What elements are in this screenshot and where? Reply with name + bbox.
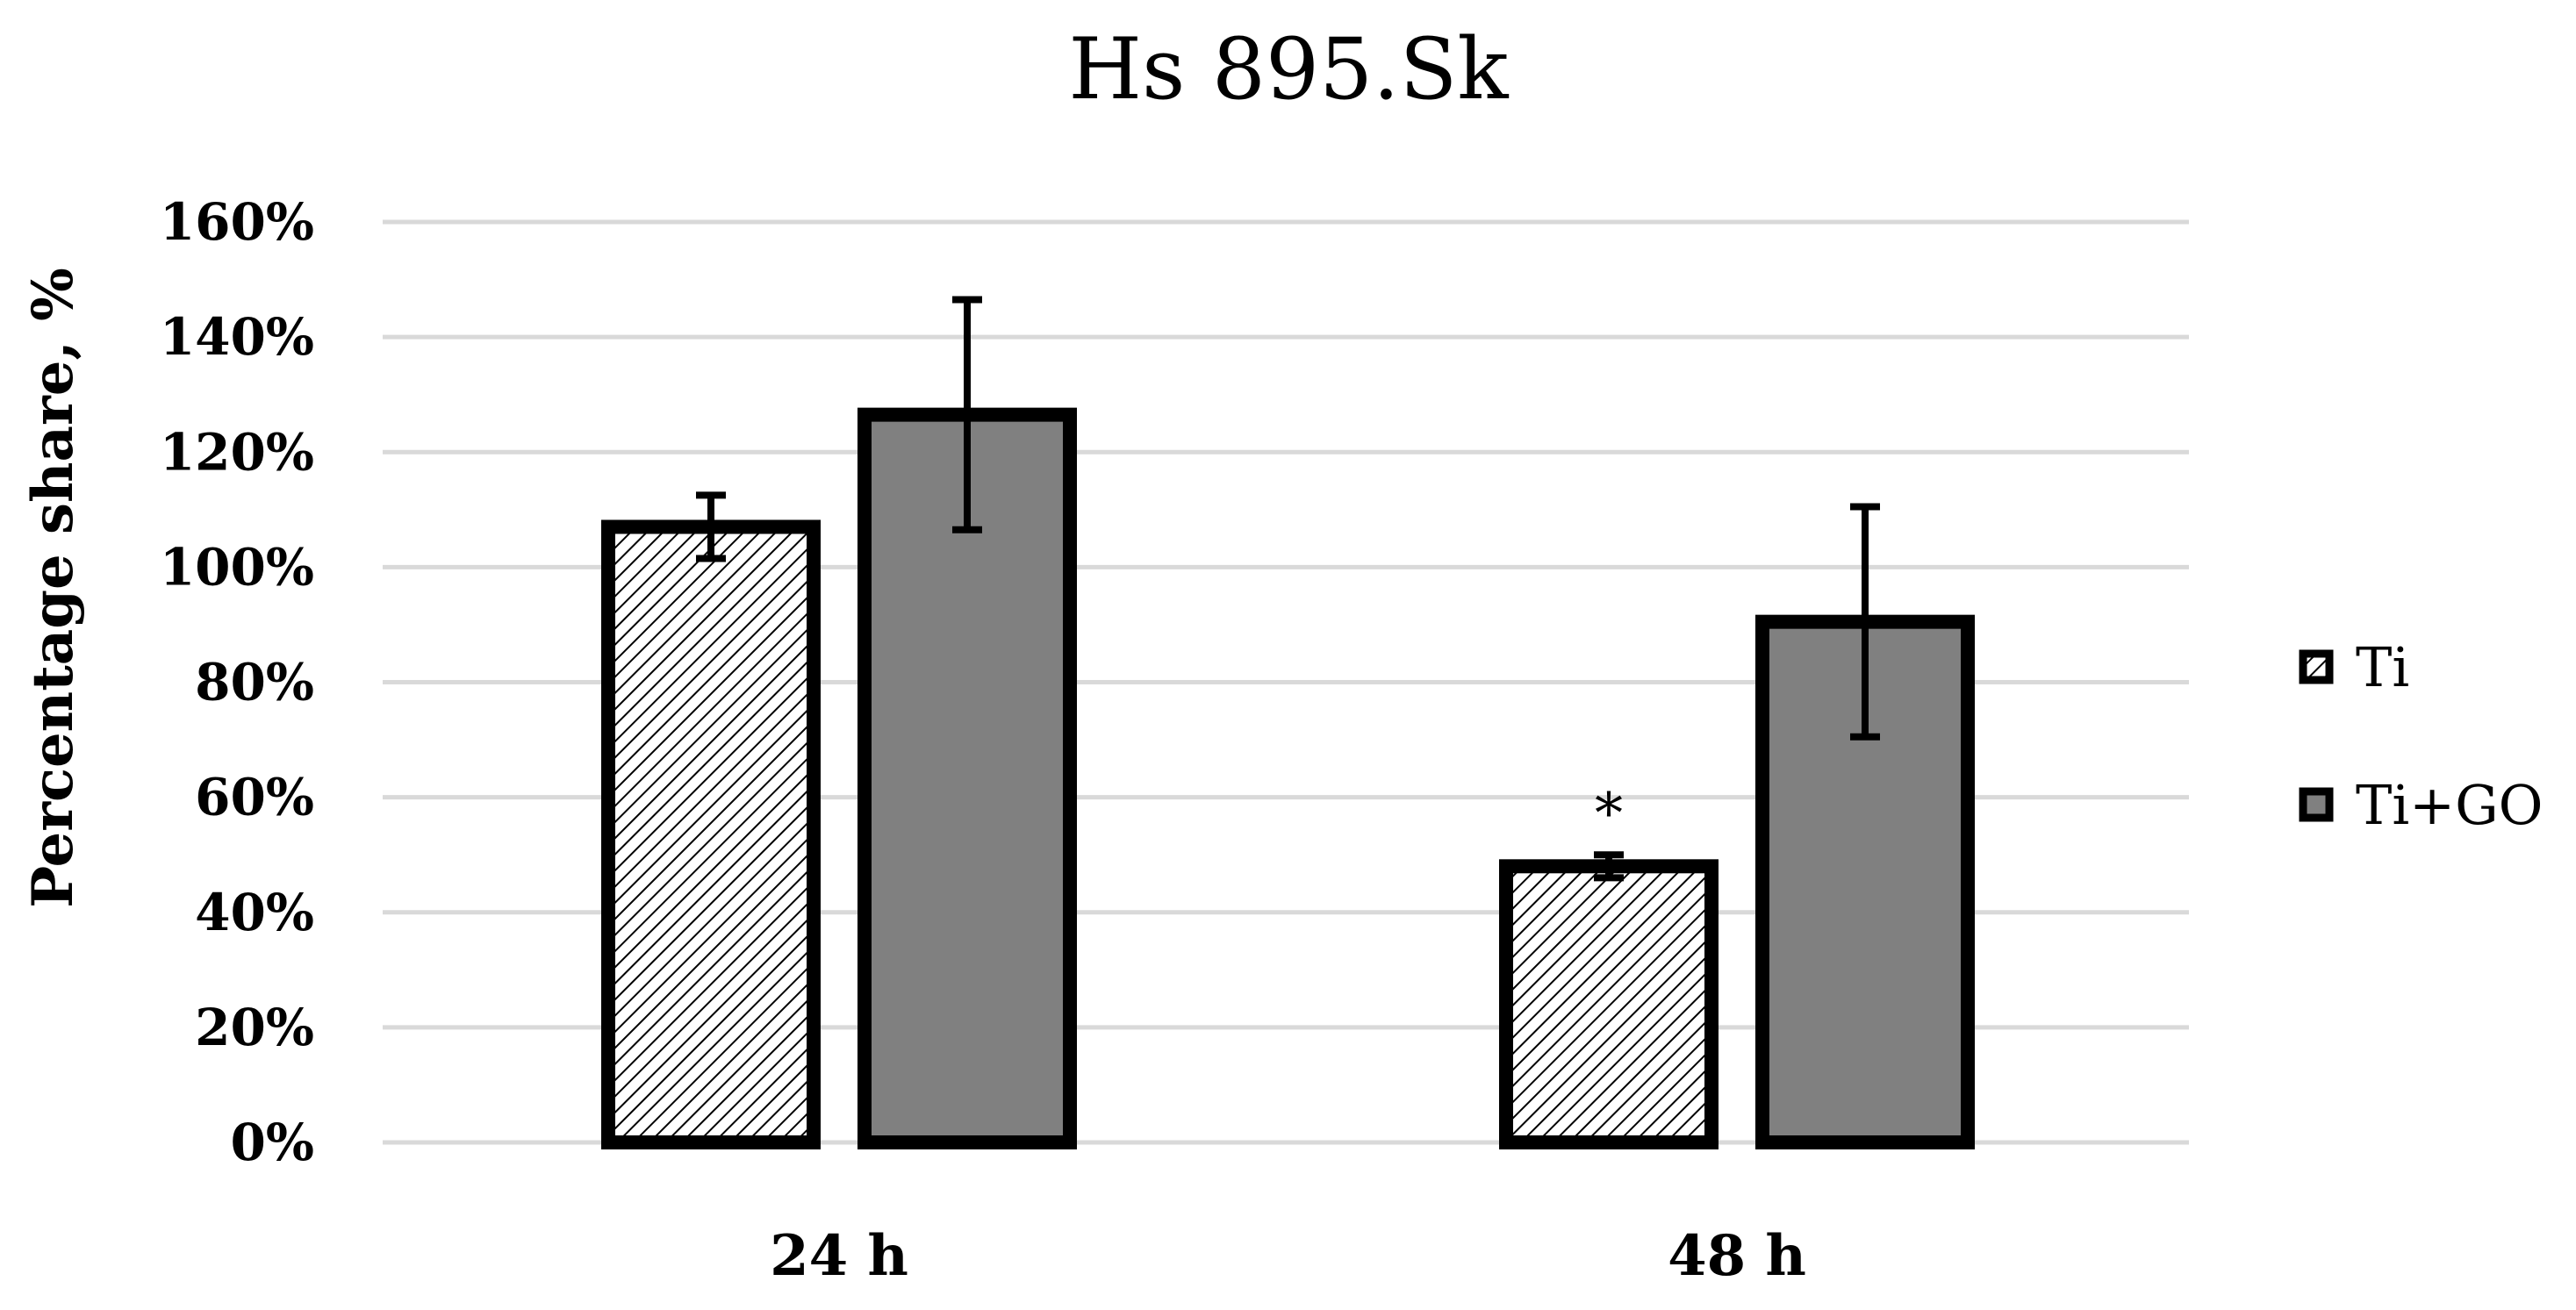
y-tick-label: 120% xyxy=(160,422,314,482)
legend-label-ti: Ti xyxy=(2356,635,2409,699)
y-tick-label: 80% xyxy=(195,653,314,712)
significance-asterisk: * xyxy=(1595,782,1623,847)
bar-ti-48h xyxy=(1499,859,1719,1149)
legend-swatch-ti xyxy=(2299,649,2334,684)
error-bar-ti-48h xyxy=(1594,851,1624,882)
bars xyxy=(601,407,1975,1149)
y-tick-label: 20% xyxy=(195,998,314,1057)
x-axis-category-labels: 24 h 48 h xyxy=(770,1223,1806,1289)
y-tick-label: 60% xyxy=(195,768,314,827)
bar-ti-24h xyxy=(601,519,821,1149)
error-bar-ti-24h xyxy=(696,491,726,562)
error-bar-ti-go-24h xyxy=(952,296,982,533)
legend-swatch-ti-go xyxy=(2299,787,2334,822)
legend-label-ti-go: Ti+GO xyxy=(2356,773,2544,837)
chart-title: Hs 895.Sk xyxy=(1068,20,1509,118)
legend-item-ti-go: Ti+GO xyxy=(2299,773,2544,837)
error-bars xyxy=(696,296,1880,882)
y-tick-label: 40% xyxy=(195,883,314,942)
annotations: * xyxy=(1595,782,1623,847)
legend-item-ti: Ti xyxy=(2299,635,2409,699)
y-tick-label: 140% xyxy=(160,307,314,367)
error-bar-ti-go-48h xyxy=(1850,503,1880,741)
x-category-label: 48 h xyxy=(1668,1223,1806,1289)
y-axis-tick-labels: 0% 20% 40% 60% 80% 100% 120% 140% 160% xyxy=(160,192,314,1172)
y-tick-label: 0% xyxy=(231,1113,314,1172)
x-category-label: 24 h xyxy=(770,1223,908,1289)
legend: Ti Ti+GO xyxy=(2299,635,2544,837)
y-tick-label: 100% xyxy=(160,537,314,597)
y-tick-label: 160% xyxy=(160,192,314,252)
y-axis-label: Percentage share, % xyxy=(20,268,86,908)
